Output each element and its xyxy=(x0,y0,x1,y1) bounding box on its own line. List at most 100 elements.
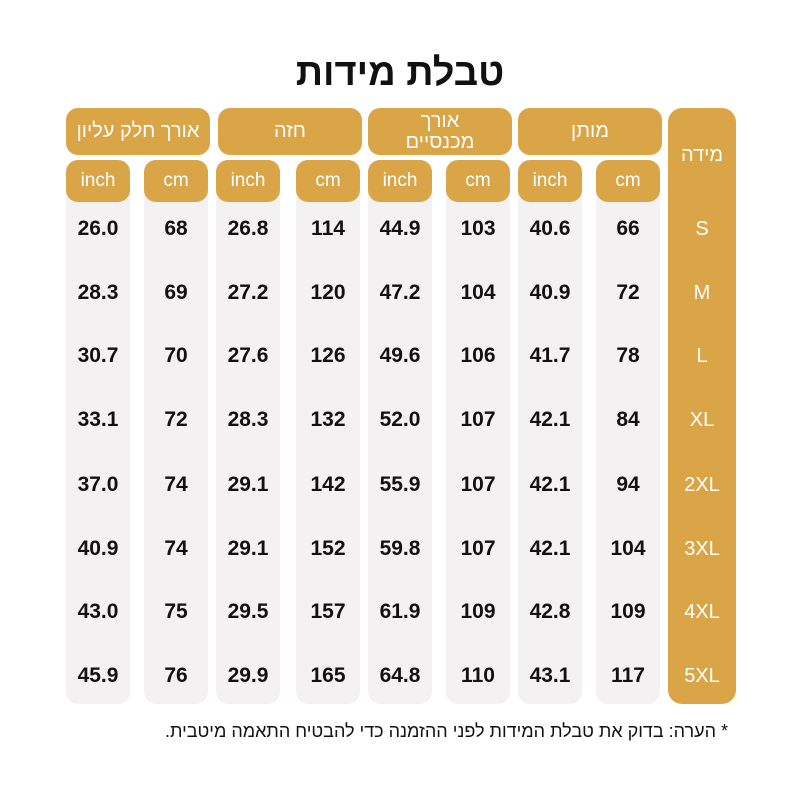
table-cell: 41.7 xyxy=(529,344,571,367)
table-cell: 109 xyxy=(460,600,496,623)
table-cell: 55.9 xyxy=(379,473,421,496)
header-pants-length: אורך מכנסיים xyxy=(368,108,512,155)
table-cell: 42.1 xyxy=(529,537,571,560)
table-cell: 40.6 xyxy=(529,217,571,240)
table-cell: 29.1 xyxy=(227,473,269,496)
table-cell: 30.7 xyxy=(77,344,119,367)
size-label: 4XL xyxy=(684,600,720,623)
table-cell: 64.8 xyxy=(379,664,421,687)
table-cell: 28.3 xyxy=(77,281,119,304)
table-cell: 29.1 xyxy=(227,537,269,560)
table-cell: 52.0 xyxy=(379,408,421,431)
table-cell: 152 xyxy=(310,537,346,560)
table-cell: 110 xyxy=(461,664,495,687)
table-cell: 117 xyxy=(611,664,645,687)
table-cell: 103 xyxy=(460,217,496,240)
value-column xyxy=(368,160,432,704)
table-cell: 94 xyxy=(616,473,640,496)
table-cell: 104 xyxy=(460,281,496,304)
header-chest-label: חזה xyxy=(274,120,306,142)
table-cell: 75 xyxy=(164,600,188,623)
value-column xyxy=(446,160,510,704)
unit-label: cm xyxy=(446,160,510,202)
table-cell: 109 xyxy=(610,600,646,623)
table-cell: 42.8 xyxy=(529,600,571,623)
table-cell: 45.9 xyxy=(77,664,119,687)
value-column xyxy=(518,160,582,704)
table-cell: 120 xyxy=(310,281,346,304)
table-cell: 104 xyxy=(610,537,646,560)
size-label: XL xyxy=(689,408,715,431)
table-cell: 42.1 xyxy=(529,408,571,431)
value-column xyxy=(216,160,280,704)
table-cell: 74 xyxy=(164,473,188,496)
table-cell: 26.8 xyxy=(227,217,269,240)
table-cell: 29.5 xyxy=(227,600,269,623)
value-column xyxy=(296,160,360,704)
table-cell: 78 xyxy=(616,344,640,367)
size-label: 3XL xyxy=(684,537,720,560)
table-cell: 132 xyxy=(310,408,346,431)
table-cell: 72 xyxy=(616,281,640,304)
header-waist: מותן xyxy=(518,108,662,155)
header-upper-length: אורך חלק עליון xyxy=(66,108,210,155)
table-cell: 43.1 xyxy=(529,664,571,687)
table-cell: 43.0 xyxy=(77,600,119,623)
footnote: * הערה: בדוק את טבלת המידות לפני ההזמנה … xyxy=(165,721,728,741)
size-label: L xyxy=(696,344,708,367)
table-cell: 40.9 xyxy=(77,537,119,560)
table-cell: 165 xyxy=(310,664,346,687)
table-cell: 68 xyxy=(164,217,188,240)
size-label: 5XL xyxy=(684,664,720,687)
table-cell: 49.6 xyxy=(379,344,421,367)
table-cell: 72 xyxy=(164,408,188,431)
unit-label: inch xyxy=(216,160,280,202)
header-chest: חזה xyxy=(218,108,362,155)
size-label: M xyxy=(693,281,711,304)
table-cell: 28.3 xyxy=(227,408,269,431)
table-cell: 126 xyxy=(310,344,346,367)
page-title: טבלת מידות xyxy=(295,52,505,94)
table-cell: 59.8 xyxy=(379,537,421,560)
unit-label: inch xyxy=(368,160,432,202)
table-cell: 106 xyxy=(460,344,496,367)
table-cell: 66 xyxy=(616,217,640,240)
size-label: S xyxy=(695,217,709,240)
header-pants-length-label: אורך מכנסיים xyxy=(405,109,475,153)
size-header: מידה xyxy=(680,143,724,166)
table-cell: 44.9 xyxy=(379,217,421,240)
unit-label: cm xyxy=(596,160,660,202)
table-cell: 107 xyxy=(460,473,496,496)
unit-label: cm xyxy=(144,160,208,202)
value-column xyxy=(144,160,208,704)
size-label: 2XL xyxy=(684,473,720,496)
table-cell: 76 xyxy=(164,664,188,687)
table-cell: 29.9 xyxy=(227,664,269,687)
unit-label: cm xyxy=(296,160,360,202)
table-cell: 27.2 xyxy=(227,281,269,304)
table-cell: 70 xyxy=(164,344,188,367)
table-cell: 26.0 xyxy=(77,217,119,240)
table-cell: 33.1 xyxy=(77,408,119,431)
table-cell: 74 xyxy=(164,537,188,560)
table-cell: 142 xyxy=(310,473,346,496)
table-cell: 114 xyxy=(311,217,345,240)
table-cell: 107 xyxy=(460,537,496,560)
unit-label: inch xyxy=(66,160,130,202)
header-upper-length-label: אורך חלק עליון xyxy=(76,120,200,142)
table-cell: 69 xyxy=(164,281,188,304)
header-waist-label: מותן xyxy=(571,120,609,142)
table-cell: 40.9 xyxy=(529,281,571,304)
size-column xyxy=(668,108,736,704)
table-cell: 37.0 xyxy=(77,473,119,496)
value-column xyxy=(66,160,130,704)
unit-label: inch xyxy=(518,160,582,202)
table-cell: 157 xyxy=(310,600,346,623)
table-cell: 27.6 xyxy=(227,344,269,367)
table-cell: 47.2 xyxy=(379,281,421,304)
value-column xyxy=(596,160,660,704)
table-cell: 61.9 xyxy=(379,600,421,623)
table-cell: 84 xyxy=(616,408,640,431)
table-cell: 42.1 xyxy=(529,473,571,496)
table-cell: 107 xyxy=(460,408,496,431)
